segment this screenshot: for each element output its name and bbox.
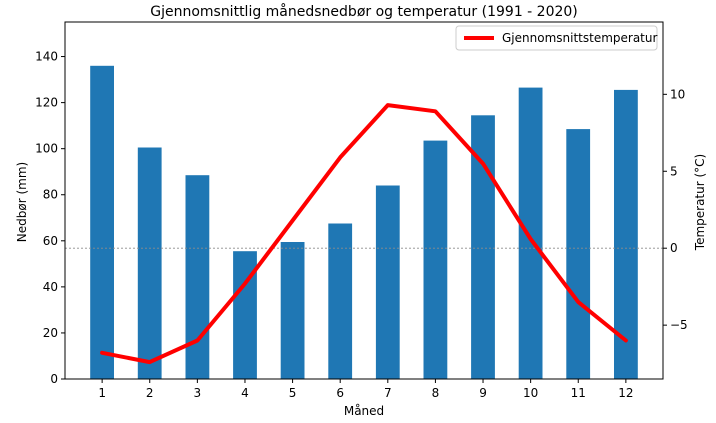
precip-bar — [90, 65, 114, 380]
precip-bar — [328, 223, 353, 379]
x-tick-label: 4 — [241, 386, 249, 400]
legend-box — [455, 25, 658, 51]
precip-bar — [614, 89, 638, 380]
y-tick-label: 120 — [35, 96, 58, 110]
y-tick-label: 20 — [43, 326, 58, 340]
temperature-line — [100, 103, 628, 365]
precip-bar — [185, 175, 210, 379]
precip-bar — [471, 115, 495, 380]
precip-bar — [566, 129, 591, 379]
x-tick-label: 6 — [336, 386, 344, 400]
y-axis-label: Nedbør (mm) — [15, 162, 29, 242]
y-tick-label: 40 — [43, 280, 58, 294]
chart-title: Gjennomsnittlig månedsnedbør og temperat… — [150, 3, 578, 20]
y-tick-label: 100 — [35, 142, 58, 156]
x-tick-label: 9 — [479, 386, 487, 400]
precip-bar — [280, 242, 305, 379]
precip-bar — [233, 251, 257, 379]
y-tick-label: 0 — [50, 372, 58, 386]
legend: Gjennomsnittstemperatur — [455, 25, 658, 51]
y-tick-label: 80 — [43, 188, 58, 202]
plot-area — [65, 65, 663, 380]
y-tick-label: 140 — [35, 50, 58, 64]
plot-frame — [64, 21, 664, 380]
y2-tick-label: 10 — [670, 87, 685, 101]
x-axis-label: Måned — [344, 404, 384, 418]
precip-bar — [518, 87, 543, 379]
precip-bar — [137, 147, 162, 379]
x-tick-label: 5 — [289, 386, 297, 400]
x-tick-label: 12 — [618, 386, 633, 400]
x-tick-label: 8 — [432, 386, 440, 400]
y2-tick-label: 0 — [670, 241, 678, 255]
y-tick-label: 60 — [43, 234, 58, 248]
y2-axis-label: Temperatur (°C) — [693, 154, 707, 251]
x-tick-label: 3 — [194, 386, 202, 400]
precip-bar — [375, 185, 400, 379]
x-tick-label: 7 — [384, 386, 392, 400]
legend-label: Gjennomsnittstemperatur — [502, 31, 657, 45]
x-tick-label: 1 — [98, 386, 106, 400]
x-tick-label: 10 — [523, 386, 538, 400]
y2-tick-label: 5 — [670, 164, 678, 178]
x-tick-label: 11 — [571, 386, 586, 400]
precip-bar — [423, 140, 448, 379]
x-tick-label: 2 — [146, 386, 154, 400]
y2-tick-label: −5 — [670, 318, 688, 332]
